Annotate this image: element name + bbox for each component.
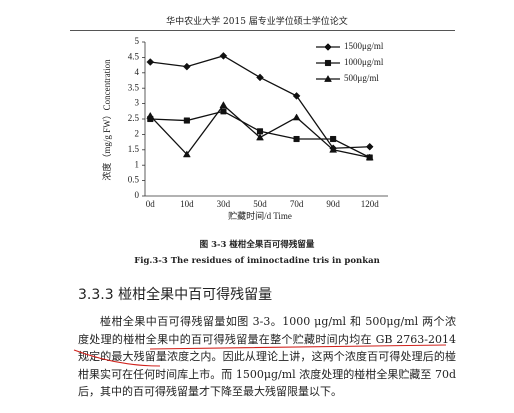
data-point xyxy=(183,117,190,124)
data-point xyxy=(146,111,155,119)
x-tick-label: 90d xyxy=(326,199,340,209)
y-tick-label: 2.5 xyxy=(128,113,140,123)
data-point xyxy=(182,150,191,158)
data-point xyxy=(256,133,264,141)
data-point xyxy=(183,62,191,71)
data-point xyxy=(292,92,301,100)
header-rule xyxy=(70,30,455,31)
data-point xyxy=(293,135,300,143)
legend-label: 1000μg/ml xyxy=(344,57,384,67)
legend-label: 500μg/ml xyxy=(344,73,379,83)
legend-marker xyxy=(324,43,332,51)
x-tick-label: 120d xyxy=(361,199,380,209)
data-point xyxy=(146,58,155,66)
x-tick-label: 30d xyxy=(217,199,231,209)
y-tick-label: 3 xyxy=(135,98,140,108)
y-tick-label: 2 xyxy=(135,128,140,138)
section-heading: 3.3.3 椪柑全果中百可得残留量 xyxy=(78,287,273,303)
y-tick-label: 1 xyxy=(135,159,140,169)
legend-label: 1500μg/ml xyxy=(344,41,384,51)
data-point xyxy=(329,145,338,153)
data-point xyxy=(256,73,264,82)
x-axis-title: 贮藏时间/d Time xyxy=(228,210,292,221)
figure-caption-en: Fig.3-3 The residues of iminoctadine tri… xyxy=(134,256,380,266)
y-axis-title: 浓度（mg/g FW）Concentration xyxy=(101,59,112,181)
x-tick-label: 10d xyxy=(180,199,194,209)
data-point xyxy=(219,101,228,108)
running-header: 华中农业大学 2015 届专业学位硕士学位论文 xyxy=(166,17,348,27)
x-tick-label: 0d xyxy=(146,199,156,209)
y-tick-label: 1.5 xyxy=(128,144,140,154)
y-tick-label: 4 xyxy=(135,67,140,77)
paragraph: 椪柑全果中百可得残留量如图 3-3。1000 μg/ml 和 500μg/ml … xyxy=(78,315,456,398)
data-point xyxy=(365,142,374,151)
data-point xyxy=(292,113,301,121)
y-tick-label: 0 xyxy=(135,190,140,200)
data-point xyxy=(219,52,228,60)
data-point xyxy=(256,128,264,135)
y-tick-label: 3.5 xyxy=(128,82,140,92)
figure-caption-cn: 图 3-3 椪柑全果百可得残留量 xyxy=(199,240,315,250)
y-tick-label: 0.5 xyxy=(128,175,140,185)
x-tick-label: 70d xyxy=(290,199,304,209)
y-tick-label: 5 xyxy=(135,36,140,46)
y-tick-label: 4.5 xyxy=(128,51,140,61)
data-point xyxy=(330,135,337,143)
data-point xyxy=(220,108,227,115)
legend-marker xyxy=(324,59,332,67)
data-point xyxy=(365,153,374,161)
x-tick-label: 50d xyxy=(253,199,267,209)
legend-marker xyxy=(324,74,332,82)
chart: 浓度（mg/g FW）Concentration 贮藏时间/d Time 0 0.… xyxy=(101,36,388,221)
